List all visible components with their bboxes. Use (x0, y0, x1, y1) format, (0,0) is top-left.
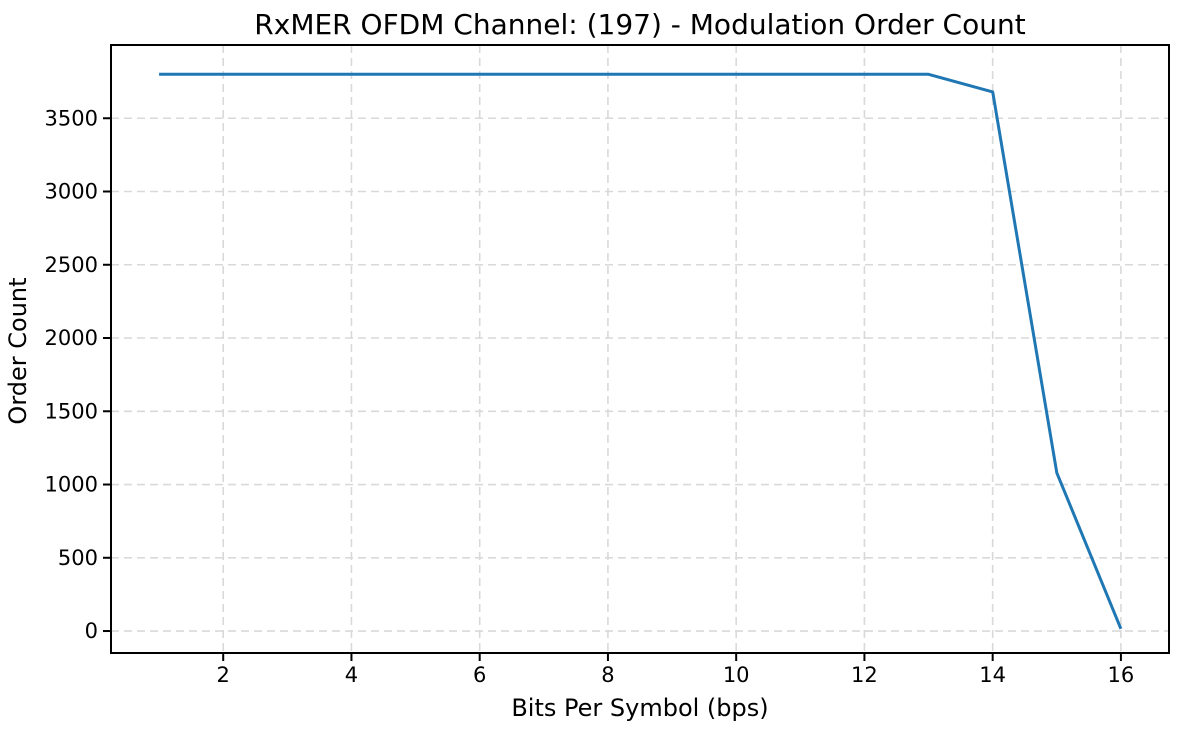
data-line (159, 72, 1123, 630)
x-tick-label: 12 (851, 663, 878, 687)
y-tick-label: 1000 (45, 473, 98, 497)
x-tick-label: 14 (979, 663, 1006, 687)
x-tick-label: 16 (1108, 663, 1135, 687)
y-tick-label: 2500 (45, 253, 98, 277)
y-tick-label: 3000 (45, 180, 98, 204)
y-axis-label: Order Count (4, 277, 32, 425)
x-tick-label: 2 (217, 663, 230, 687)
axes-spines (110, 44, 1170, 654)
y-tick-label: 3500 (45, 106, 98, 130)
x-tick-label: 4 (345, 663, 358, 687)
x-axis-label: Bits Per Symbol (bps) (511, 694, 769, 722)
y-tick-label: 2000 (45, 326, 98, 350)
plot-background (111, 45, 1169, 653)
y-tick-label: 0 (85, 619, 98, 643)
x-tick-label: 6 (473, 663, 486, 687)
y-tick-label: 500 (58, 546, 98, 570)
y-tick-label: 1500 (45, 399, 98, 423)
chart-title: RxMER OFDM Channel: (197) - Modulation O… (254, 8, 1026, 41)
x-tick-label: 10 (723, 663, 750, 687)
x-tick-label: 8 (601, 663, 614, 687)
